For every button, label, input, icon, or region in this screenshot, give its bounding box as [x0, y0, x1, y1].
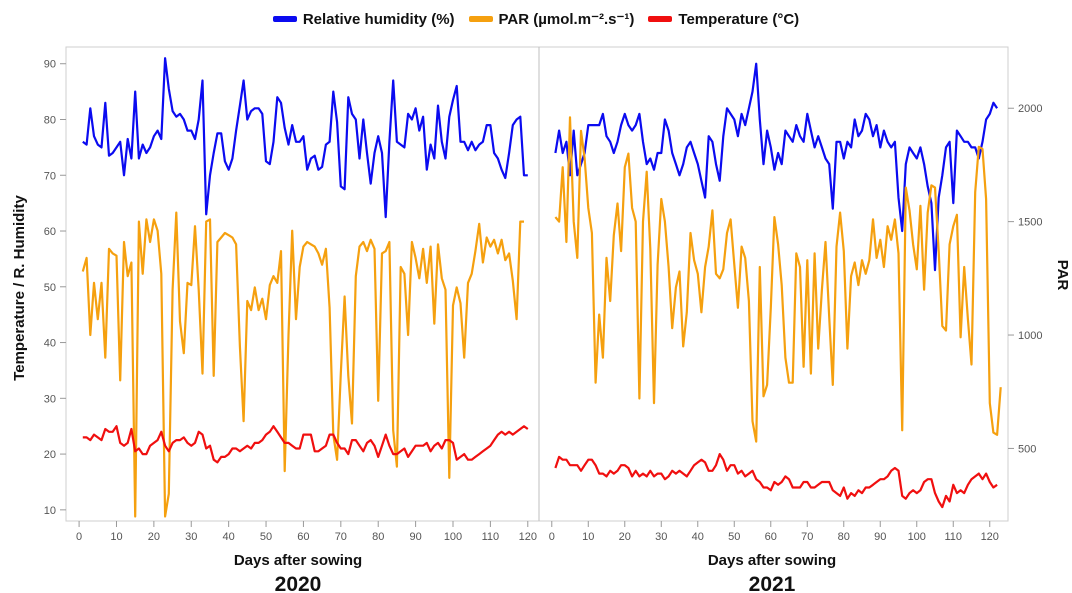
- legend-label-humidity: Relative humidity (%): [302, 10, 455, 28]
- y-left-tick-label: 90: [44, 59, 56, 71]
- x-tick-label-2021: 100: [908, 531, 926, 543]
- legend-label-temperature: Temperature (°C): [678, 10, 800, 28]
- x-tick-label-2021: 80: [838, 531, 850, 543]
- legend-item-par: PAR (µmol.m⁻².s⁻¹): [468, 10, 635, 28]
- x-tick-label-2021: 90: [874, 531, 886, 543]
- x-tick-label-2020: 20: [148, 531, 160, 543]
- x-tick-label-2020: 110: [482, 531, 500, 543]
- x-tick-label-2020: 100: [444, 531, 462, 543]
- y-left-tick-label: 40: [44, 338, 56, 350]
- chart-legend: Relative humidity (%) PAR (µmol.m⁻².s⁻¹)…: [0, 10, 1072, 28]
- x-tick-label-2020: 50: [260, 531, 272, 543]
- par-line-2021: [554, 116, 1002, 443]
- x-tick-label-2020: 30: [185, 531, 197, 543]
- x-tick-label-2021: 0: [549, 531, 555, 543]
- humidity-line-2021: [554, 62, 999, 272]
- y-left-tick-label: 30: [44, 393, 56, 405]
- y-left-tick-label: 10: [44, 505, 56, 517]
- legend-swatch-par: [468, 16, 493, 22]
- panel-title-2020: 2020: [275, 573, 322, 593]
- legend-label-par: PAR (µmol.m⁻².s⁻¹): [498, 11, 635, 28]
- y-axis-right-label: PAR: [1054, 260, 1071, 291]
- y-right-tick-label: 1500: [1018, 217, 1042, 229]
- x-tick-label-2020: 120: [519, 531, 537, 543]
- x-tick-label-2021: 120: [981, 531, 999, 543]
- x-axis-label-2020: Days after sowing: [234, 552, 362, 569]
- temperature-line-2020: [82, 425, 529, 464]
- x-tick-label-2020: 90: [409, 531, 421, 543]
- y-left-tick-label: 70: [44, 170, 56, 182]
- x-tick-label-2021: 70: [801, 531, 813, 543]
- x-tick-label-2021: 10: [582, 531, 594, 543]
- y-left-tick-label: 20: [44, 449, 56, 461]
- x-tick-label-2021: 30: [655, 531, 667, 543]
- y-right-tick-label: 1000: [1018, 330, 1042, 342]
- x-tick-label-2021: 60: [765, 531, 777, 543]
- x-tick-label-2020: 80: [372, 531, 384, 543]
- y-axis-left-label: Temperature / R. Humidity: [11, 195, 28, 381]
- legend-item-humidity: Relative humidity (%): [272, 10, 455, 28]
- x-tick-label-2021: 40: [692, 531, 704, 543]
- temperature-line-2021: [554, 453, 998, 509]
- plot-frame: [65, 46, 1009, 522]
- y-left-tick-label: 50: [44, 282, 56, 294]
- x-tick-label-2020: 0: [76, 531, 82, 543]
- panel-title-2021: 2021: [749, 573, 796, 593]
- x-tick-label-2021: 110: [944, 531, 962, 543]
- x-axis-label-2021: Days after sowing: [708, 552, 836, 569]
- par-line-2020: [81, 211, 524, 518]
- x-tick-label-2020: 70: [335, 531, 347, 543]
- x-tick-label-2020: 40: [223, 531, 235, 543]
- y-left-tick-label: 60: [44, 226, 56, 238]
- legend-swatch-humidity: [272, 16, 297, 22]
- y-right-tick-label: 2000: [1018, 103, 1042, 115]
- x-tick-label-2020: 60: [297, 531, 309, 543]
- y-left-tick-label: 80: [44, 114, 56, 126]
- x-tick-label-2021: 50: [728, 531, 740, 543]
- humidity-line-2020: [82, 57, 528, 219]
- legend-swatch-temperature: [648, 16, 673, 22]
- legend-item-temperature: Temperature (°C): [648, 10, 799, 28]
- x-tick-label-2021: 20: [619, 531, 631, 543]
- x-tick-label-2020: 10: [110, 531, 122, 543]
- y-right-tick-label: 500: [1018, 443, 1036, 455]
